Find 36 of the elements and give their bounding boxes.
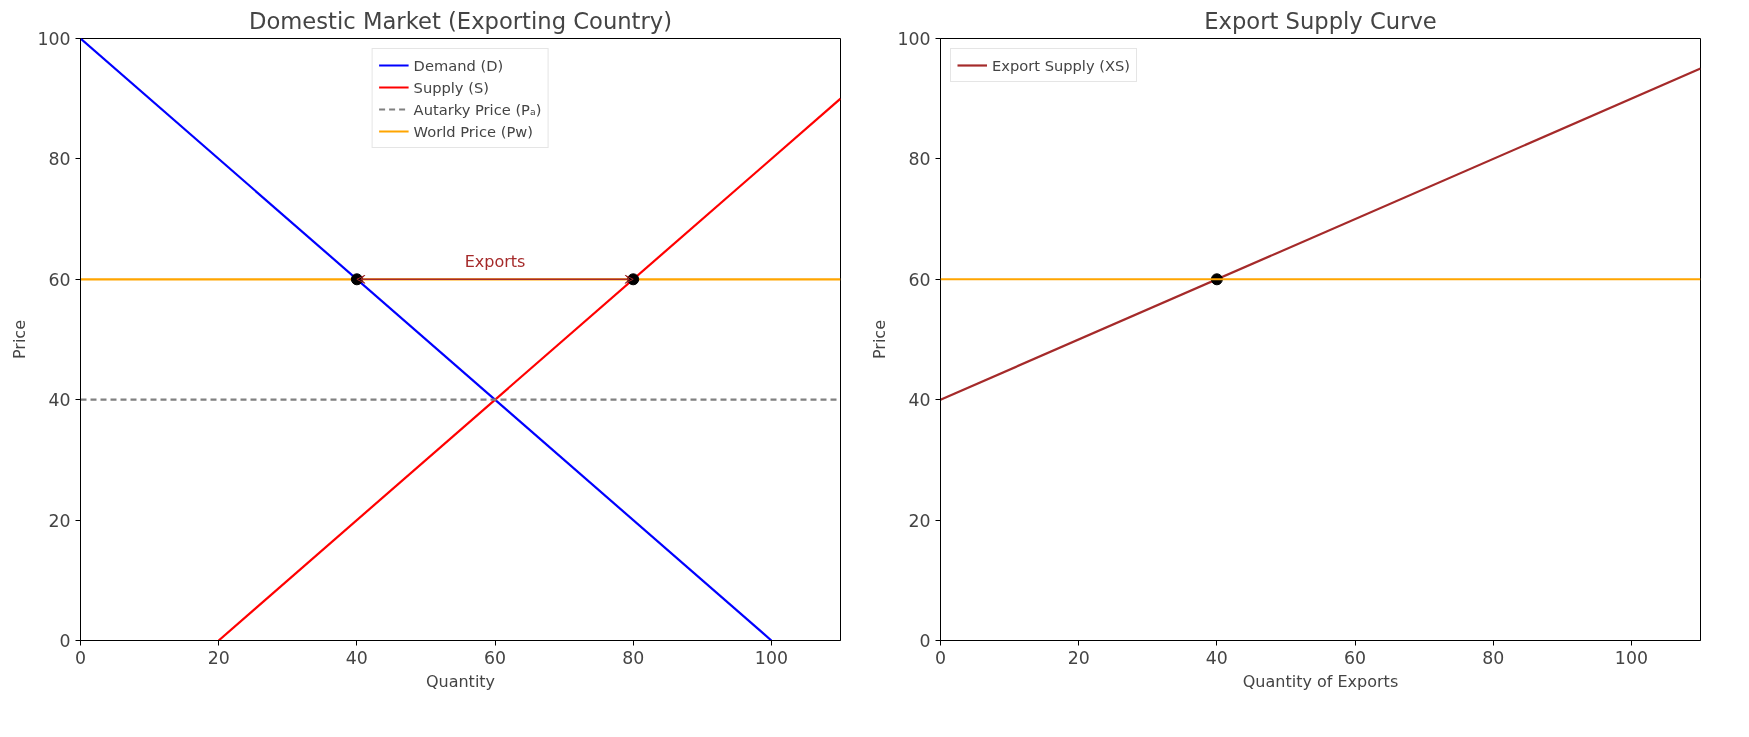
y-tick-label: 20 <box>48 510 71 531</box>
y-tick-label: 80 <box>48 149 71 170</box>
x-tick-label: 40 <box>345 647 368 668</box>
x-tick-label: 40 <box>1205 647 1228 668</box>
annotation: Exports <box>464 252 526 272</box>
y-tick-label: 0 <box>59 631 71 651</box>
y-tick-label: 40 <box>908 390 931 411</box>
y-tick-label: 40 <box>48 390 71 411</box>
chart-title: Domestic Market (Exporting Country) <box>248 7 673 34</box>
x-tick-label: 60 <box>484 647 507 668</box>
y-tick-label: 20 <box>908 510 931 531</box>
x-tick-label: 60 <box>1344 647 1367 668</box>
x-tick-label: 80 <box>622 647 645 668</box>
legend-label: Export Supply (XS) <box>992 56 1131 74</box>
y-tick-label: 100 <box>37 29 71 49</box>
y-tick-label: 60 <box>48 269 71 290</box>
x-tick-label: 20 <box>207 647 230 668</box>
x-axis-title: Quantity of Exports <box>1242 671 1399 691</box>
x-tick-label: 0 <box>934 647 947 668</box>
y-tick-label: 0 <box>919 631 931 651</box>
x-tick-label: 80 <box>1482 647 1505 668</box>
legend-label: Demand (D) <box>413 56 504 74</box>
x-tick-label: 100 <box>1614 647 1648 668</box>
y-tick-label: 60 <box>908 269 931 290</box>
x-tick-label: 0 <box>74 647 87 668</box>
y-axis-title: Price <box>870 319 890 360</box>
legend-label: Supply (S) <box>413 78 489 96</box>
y-tick-label: 100 <box>897 29 931 49</box>
y-axis-title: Price <box>10 319 30 360</box>
legend-label: Autarky Price (Pₐ) <box>413 100 542 118</box>
x-tick-label: 100 <box>754 647 788 668</box>
x-tick-label: 20 <box>1067 647 1090 668</box>
x-axis-title: Quantity <box>425 671 496 691</box>
chart-title: Export Supply Curve <box>1204 7 1437 34</box>
y-tick-label: 80 <box>908 149 931 170</box>
legend-label: World Price (Pw) <box>413 122 533 140</box>
